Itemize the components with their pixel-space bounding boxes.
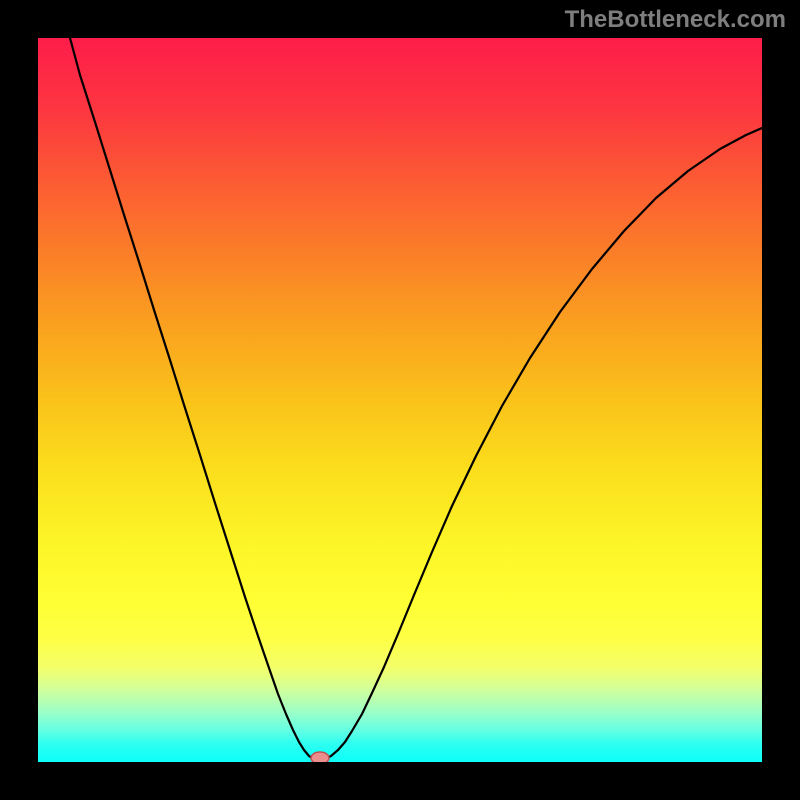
chart-background-gradient: [38, 38, 762, 762]
bottleneck-chart: [0, 0, 800, 800]
watermark-text: TheBottleneck.com: [565, 6, 786, 34]
chart-container: TheBottleneck.com: [0, 0, 800, 800]
